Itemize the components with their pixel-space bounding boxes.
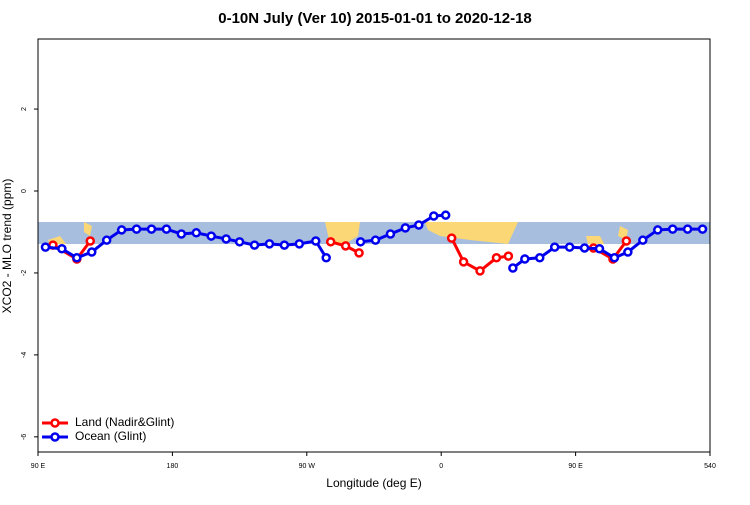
plot-frame: [37, 38, 711, 453]
point: [621, 236, 632, 246]
point: [176, 229, 187, 239]
point: [311, 236, 321, 246]
point: [279, 240, 290, 250]
point: [354, 248, 364, 258]
point: [458, 257, 469, 267]
x-tick-label: 180: [167, 463, 179, 470]
legend-marker: [50, 418, 60, 428]
point: [40, 242, 51, 252]
point: [294, 239, 305, 249]
point: [249, 240, 260, 250]
point: [609, 253, 620, 263]
point: [440, 210, 451, 220]
point: [428, 211, 439, 221]
point: [325, 237, 336, 247]
legend-label: Ocean (Glint): [75, 429, 146, 443]
y-tick-label: 0: [21, 189, 28, 193]
y-tick-label: -6: [21, 434, 28, 440]
x-tick-label: 0: [439, 463, 443, 470]
point: [234, 237, 245, 247]
point: [116, 225, 127, 235]
point: [446, 233, 457, 243]
point: [579, 243, 590, 253]
x-tick-label: 540: [704, 463, 716, 470]
point: [87, 247, 97, 257]
point: [503, 251, 514, 261]
point: [491, 253, 502, 263]
point: [414, 220, 424, 230]
chart-title: 0-10N July (Ver 10) 2015-01-01 to 2020-1…: [218, 10, 532, 27]
point: [191, 228, 202, 238]
point: [697, 224, 708, 234]
point: [475, 266, 485, 276]
point: [549, 242, 560, 252]
point: [623, 247, 633, 257]
point: [355, 237, 366, 247]
point: [594, 244, 605, 254]
legend-label: Land (Nadir&Glint): [75, 415, 174, 429]
point: [535, 253, 545, 263]
legend-marker: [50, 432, 60, 442]
x-tick-label: 90 W: [299, 463, 316, 470]
point: [400, 223, 411, 233]
point: [682, 224, 693, 234]
point: [520, 254, 530, 264]
point: [667, 224, 678, 234]
point: [370, 235, 381, 245]
point: [146, 224, 157, 234]
point: [85, 236, 96, 246]
y-tick-label: 2: [21, 107, 28, 111]
point: [161, 224, 172, 234]
map-strip: [38, 222, 710, 244]
point: [564, 242, 575, 252]
point: [264, 239, 275, 249]
point: [221, 234, 231, 244]
x-axis-label: Longitude (deg E): [326, 476, 421, 490]
y-tick-label: -2: [21, 270, 28, 276]
point: [508, 263, 518, 273]
point: [638, 235, 648, 245]
x-tick-label: 90 E: [31, 463, 46, 470]
point: [131, 224, 142, 234]
point: [652, 225, 663, 235]
point: [385, 229, 396, 239]
point: [57, 244, 67, 254]
point: [321, 253, 331, 263]
point: [340, 241, 351, 251]
y-tick-label: -4: [21, 352, 28, 358]
point: [72, 253, 82, 263]
point: [101, 235, 112, 245]
y-axis-label: XCO2 - MLO trend (ppm): [0, 179, 14, 314]
point: [206, 231, 216, 241]
x-tick-label: 90 E: [568, 463, 583, 470]
